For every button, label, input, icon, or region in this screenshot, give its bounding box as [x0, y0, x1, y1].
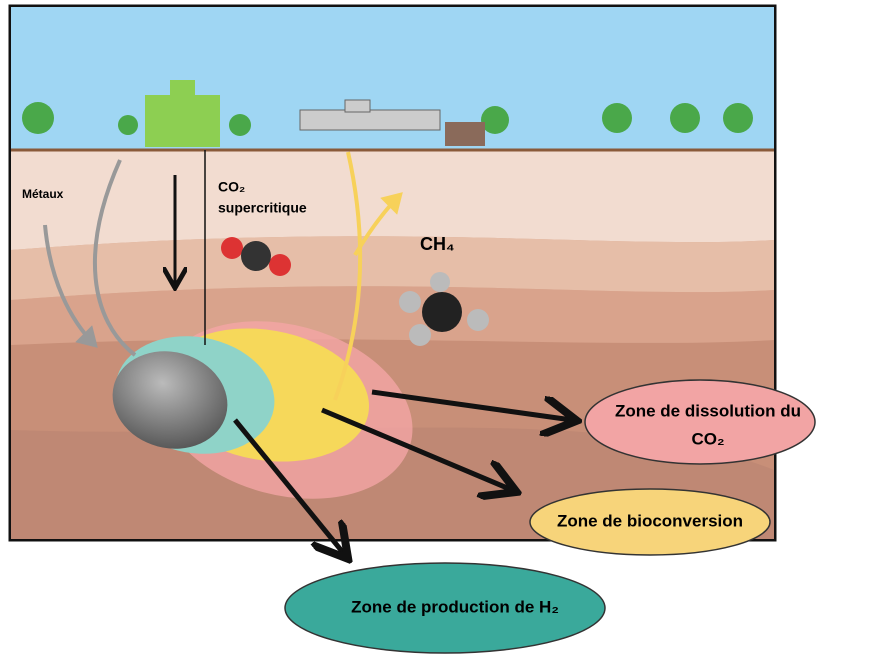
metals-label: Métaux [22, 187, 64, 201]
zone-label: Zone de dissolution du [615, 401, 801, 420]
scene [8, 4, 816, 654]
co2-label: CO₂ [218, 179, 245, 195]
ch4-label: CH₄ [420, 234, 455, 254]
zone-label: CO₂ [691, 429, 724, 448]
zone-label: Zone de production de H₂ [351, 597, 559, 616]
co2-label: supercritique [218, 200, 307, 216]
zone-label: Zone de bioconversion [557, 511, 743, 530]
